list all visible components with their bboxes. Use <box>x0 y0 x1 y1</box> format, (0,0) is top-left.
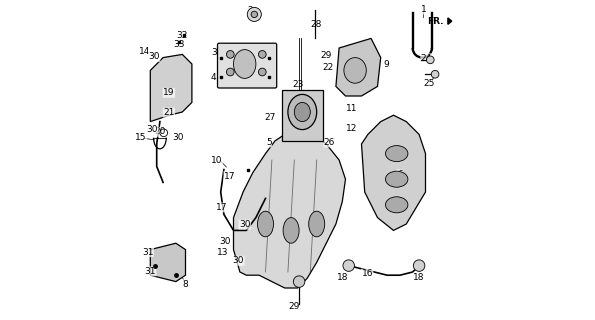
Text: 30: 30 <box>146 125 158 134</box>
Polygon shape <box>151 54 192 122</box>
Ellipse shape <box>288 94 317 130</box>
Polygon shape <box>233 131 346 288</box>
Circle shape <box>251 11 258 18</box>
Text: 27: 27 <box>265 113 276 122</box>
Circle shape <box>258 51 266 58</box>
Polygon shape <box>281 90 323 141</box>
Circle shape <box>414 260 425 271</box>
Ellipse shape <box>258 211 274 237</box>
Circle shape <box>227 68 234 76</box>
Ellipse shape <box>309 211 325 237</box>
Ellipse shape <box>344 58 367 83</box>
Text: 21: 21 <box>163 108 174 117</box>
Text: 17: 17 <box>215 203 227 212</box>
Polygon shape <box>336 38 381 96</box>
Text: 19: 19 <box>163 88 174 97</box>
Ellipse shape <box>233 50 256 78</box>
Text: 30: 30 <box>233 256 244 265</box>
Circle shape <box>343 260 355 271</box>
Text: 18: 18 <box>413 273 424 282</box>
Polygon shape <box>362 115 425 230</box>
Polygon shape <box>448 18 452 24</box>
Text: 22: 22 <box>322 63 334 72</box>
Ellipse shape <box>386 171 408 187</box>
Circle shape <box>431 70 439 78</box>
Text: 9: 9 <box>384 60 389 69</box>
Circle shape <box>248 7 261 21</box>
Text: 30: 30 <box>148 52 160 61</box>
Ellipse shape <box>386 146 408 162</box>
Text: 30: 30 <box>219 237 230 246</box>
Text: 31: 31 <box>142 248 154 257</box>
Text: 18: 18 <box>337 273 349 282</box>
Text: 14: 14 <box>139 47 150 56</box>
Text: 24: 24 <box>421 54 432 63</box>
Text: 23: 23 <box>293 80 304 89</box>
Circle shape <box>427 56 434 64</box>
Text: 25: 25 <box>423 79 434 88</box>
Text: 32: 32 <box>177 31 188 40</box>
Text: 11: 11 <box>346 104 357 113</box>
Text: 2: 2 <box>248 6 253 15</box>
Circle shape <box>293 276 305 287</box>
Text: 6: 6 <box>397 170 403 179</box>
Text: 20: 20 <box>154 127 165 136</box>
Text: 17: 17 <box>224 172 236 180</box>
Text: 10: 10 <box>211 156 223 164</box>
Ellipse shape <box>386 197 408 213</box>
Text: 1: 1 <box>421 5 427 14</box>
Text: 30: 30 <box>239 220 250 229</box>
Text: FR.: FR. <box>428 17 444 26</box>
Text: 12: 12 <box>346 124 357 133</box>
Text: 29: 29 <box>288 302 299 311</box>
Ellipse shape <box>295 102 311 122</box>
Text: 16: 16 <box>362 269 373 278</box>
Text: 26: 26 <box>324 138 335 147</box>
Text: 5: 5 <box>266 138 271 147</box>
Text: 4: 4 <box>211 73 217 82</box>
Ellipse shape <box>283 218 299 243</box>
Circle shape <box>258 68 266 76</box>
FancyBboxPatch shape <box>218 43 277 88</box>
Text: 30: 30 <box>172 133 184 142</box>
Text: 13: 13 <box>217 248 228 257</box>
Text: 7: 7 <box>430 74 436 83</box>
Text: 33: 33 <box>173 40 185 49</box>
Text: 31: 31 <box>145 267 156 276</box>
Circle shape <box>227 51 234 58</box>
Text: 3: 3 <box>211 48 217 57</box>
Text: 29: 29 <box>320 51 331 60</box>
Text: 8: 8 <box>182 280 188 289</box>
Text: 28: 28 <box>311 20 322 29</box>
Polygon shape <box>151 243 186 282</box>
Text: 15: 15 <box>135 133 146 142</box>
